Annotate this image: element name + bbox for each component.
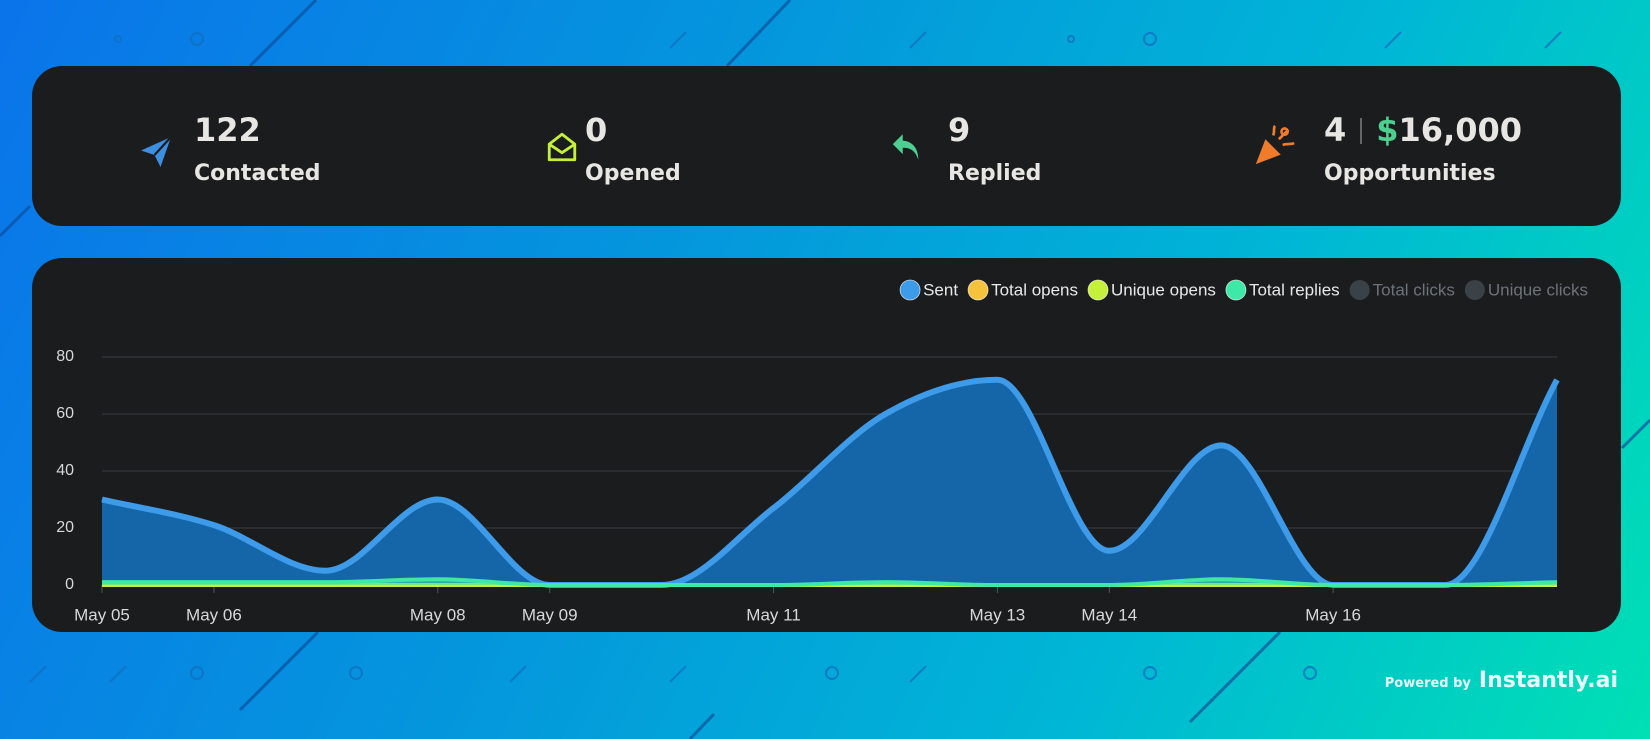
x-tick-label: May 08 (410, 605, 466, 624)
currency: $ (1376, 111, 1399, 149)
legend-label: Sent (923, 280, 958, 299)
separator (1360, 118, 1363, 144)
stat-label: Opportunities (1324, 161, 1496, 186)
party-icon (1255, 124, 1295, 165)
y-tick-label: 60 (56, 405, 74, 422)
series-area (102, 379, 1557, 585)
legend-swatch (1464, 280, 1485, 300)
brand: Instantly.ai (1478, 668, 1618, 693)
stat-label: Opened (585, 161, 681, 186)
x-tick-label: May 13 (970, 605, 1026, 624)
stat-value: 0 (585, 111, 608, 149)
stat-value: 9 (948, 111, 971, 149)
reply-icon (892, 134, 919, 160)
opportunity-count: 4 (1324, 111, 1347, 149)
legend-item: Sent (899, 279, 958, 301)
legend-item: Total clicks (1349, 280, 1455, 300)
legend-swatch (1349, 280, 1370, 300)
series-line (102, 577, 1558, 587)
stat-value: 122 (194, 111, 261, 149)
stats-card: 122 Contacted 0 Opened 9 Replied 4 $16,00… (32, 66, 1621, 226)
y-tick-label: 40 (56, 462, 74, 479)
powered-by: Powered by (1384, 676, 1471, 691)
legend-item: Unique clicks (1464, 280, 1588, 300)
legend-swatch (1225, 279, 1247, 301)
legend-item: Total replies (1225, 279, 1340, 301)
legend-label: Total opens (991, 280, 1078, 299)
legend-item: Total opens (967, 279, 1078, 301)
legend-label: Total clicks (1373, 280, 1455, 299)
y-tick-label: 0 (65, 576, 74, 593)
legend-label: Unique clicks (1488, 280, 1588, 299)
chart: 0 20 40 60 80 May 05 May 06 May 08 May 09 May 11 M… (56, 279, 1588, 624)
legend-label: Unique opens (1111, 280, 1216, 299)
x-tick-label: May 09 (522, 605, 578, 624)
y-tick-label: 80 (56, 348, 74, 365)
stat-label: Contacted (194, 161, 321, 186)
stat-label: Replied (948, 161, 1042, 186)
x-tick-label: May 14 (1081, 605, 1137, 624)
legend-swatch (967, 279, 989, 301)
legend-item: Unique opens (1087, 279, 1216, 301)
y-tick-label: 20 (56, 519, 74, 536)
send-icon (141, 136, 172, 167)
stat-value: 4 $16,000 (1324, 114, 1522, 146)
opportunity-amount: 16,000 (1398, 111, 1523, 149)
open-mail-icon (547, 132, 577, 162)
legend-swatch (1087, 279, 1109, 301)
x-tick-label: May 05 (74, 605, 130, 624)
footer: Powered by Instantly.ai (1385, 668, 1618, 693)
legend-swatch (899, 279, 921, 301)
x-tick-label: May 11 (746, 605, 801, 624)
legend-label: Total replies (1249, 280, 1340, 299)
chart-card: 0 20 40 60 80 May 05 May 06 May 08 May 09 May 11 M… (32, 258, 1621, 632)
x-tick-label: May 06 (186, 605, 242, 624)
x-tick-label: May 16 (1305, 605, 1361, 624)
